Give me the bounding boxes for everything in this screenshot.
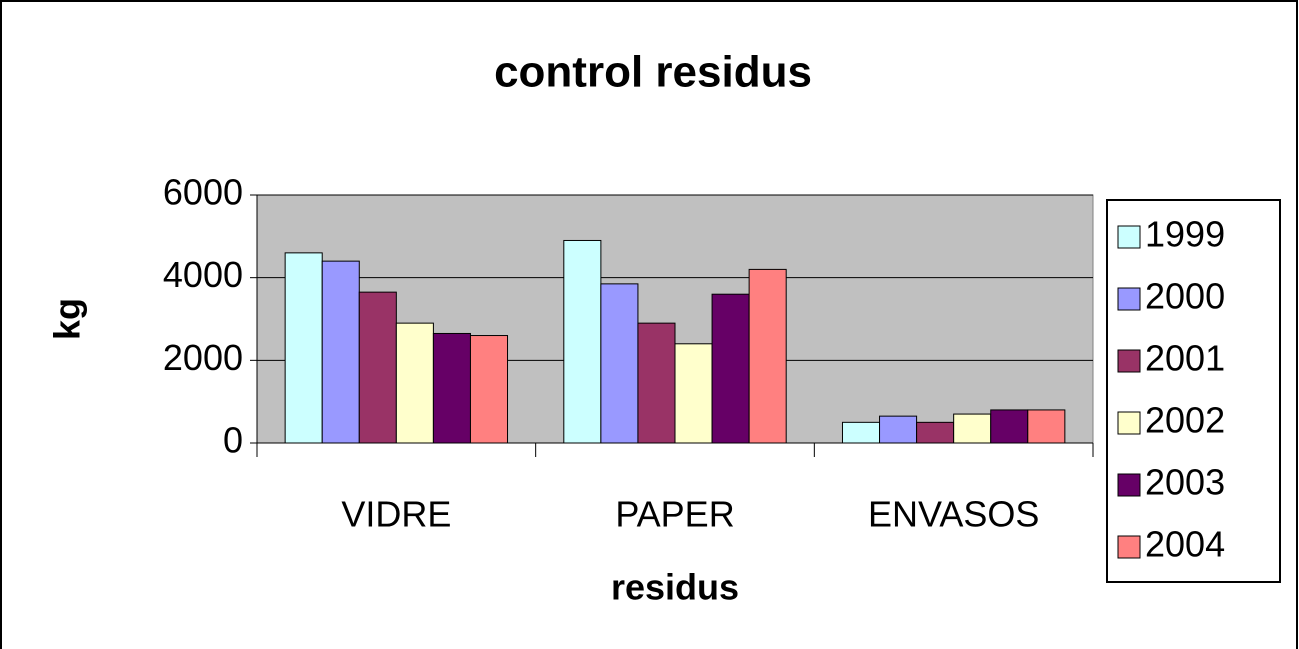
bar xyxy=(1027,409,1066,444)
y-tick-label: 2000 xyxy=(163,337,243,378)
bar xyxy=(395,322,434,444)
y-tick-label: 6000 xyxy=(163,172,243,213)
y-tick-label: 0 xyxy=(223,420,243,461)
bar xyxy=(841,421,881,444)
legend-label: 2000 xyxy=(1145,276,1225,317)
chart-title: control residus xyxy=(494,48,812,97)
bar xyxy=(321,260,360,444)
bar xyxy=(432,332,471,444)
x-tick-label: PAPER xyxy=(615,494,734,535)
bar xyxy=(637,322,676,444)
bar xyxy=(358,291,397,444)
legend-label: 2001 xyxy=(1145,338,1225,379)
legend-label: 2002 xyxy=(1145,400,1225,441)
bar xyxy=(600,283,639,444)
bar xyxy=(990,409,1029,444)
x-axis-label: residus xyxy=(611,567,739,608)
y-axis-label: kg xyxy=(47,298,88,340)
legend-label: 1999 xyxy=(1145,214,1225,255)
bar xyxy=(563,239,602,444)
bar xyxy=(953,413,992,444)
legend-swatch xyxy=(1117,349,1141,373)
legend-box xyxy=(1106,199,1281,583)
bar xyxy=(469,335,509,444)
bar xyxy=(674,343,713,444)
bar xyxy=(879,415,918,444)
bar xyxy=(284,252,323,444)
legend-label: 2004 xyxy=(1145,524,1225,565)
legend-label: 2003 xyxy=(1145,462,1225,503)
legend-swatch xyxy=(1117,473,1141,497)
x-tick-label: VIDRE xyxy=(341,494,451,535)
legend-swatch xyxy=(1117,411,1141,435)
legend-swatch xyxy=(1117,287,1141,311)
x-tick-label: ENVASOS xyxy=(868,494,1039,535)
bar xyxy=(916,421,955,444)
bar xyxy=(711,293,750,444)
y-tick-label: 4000 xyxy=(163,254,243,295)
legend-swatch xyxy=(1117,535,1141,559)
legend-swatch xyxy=(1117,225,1141,249)
bar xyxy=(748,268,787,444)
